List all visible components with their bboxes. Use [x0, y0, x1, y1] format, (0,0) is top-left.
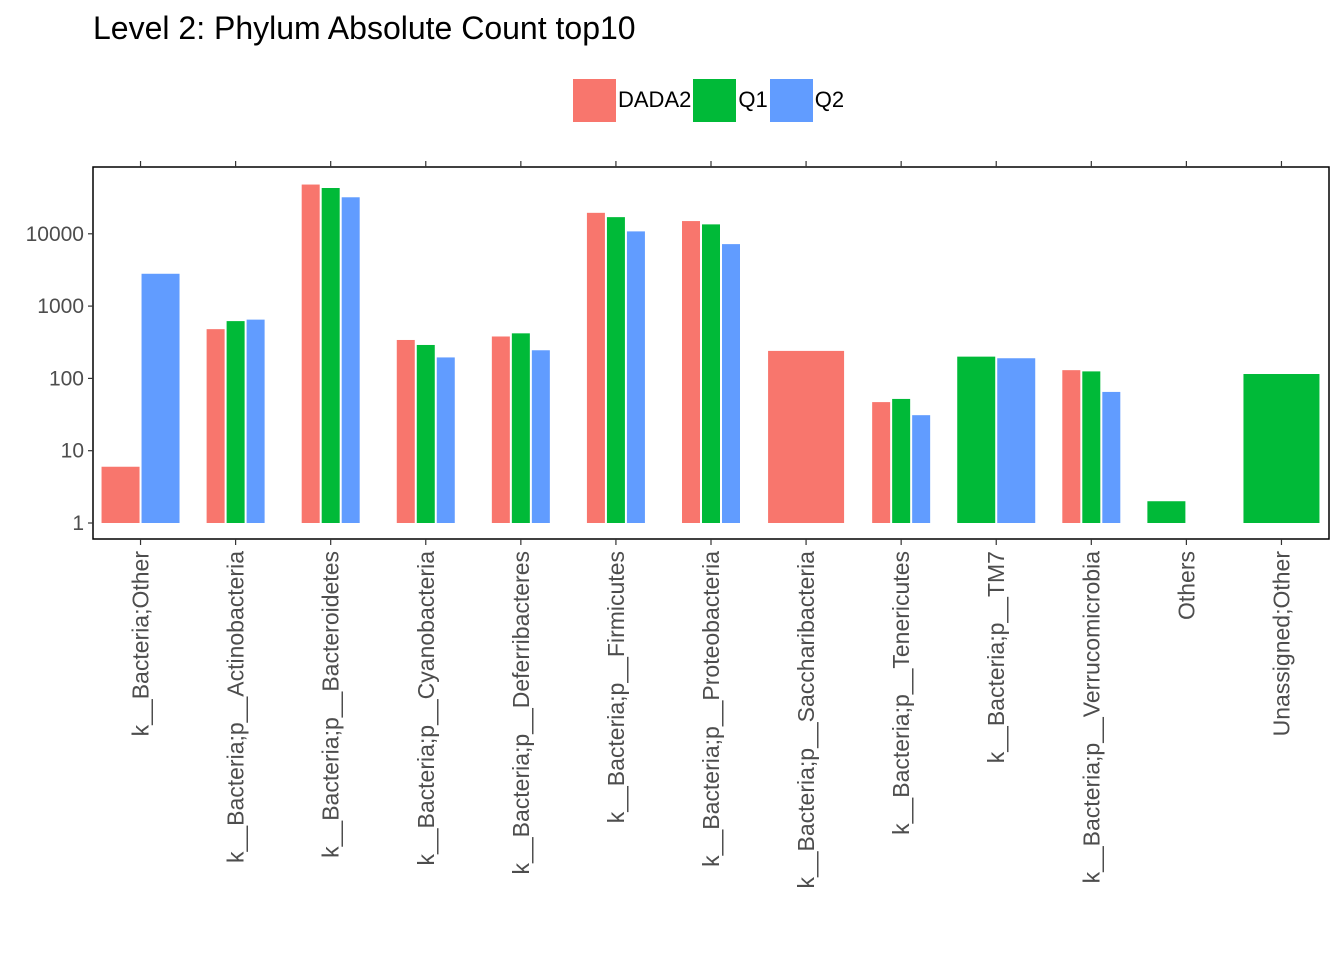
legend-key-q2	[769, 78, 813, 122]
bar-q1-1	[226, 321, 245, 523]
bar-q1-11	[1147, 501, 1186, 523]
legend-label-q1: Q1	[738, 87, 768, 112]
x-tick-label: Others	[1173, 551, 1199, 620]
y-tick-label: 1000	[37, 295, 84, 318]
x-tick-label: k__Bacteria;p__Tenericutes	[888, 551, 914, 835]
bar-dada2-5	[586, 212, 605, 523]
bar-dada2-10	[1062, 370, 1081, 523]
y-tick-label: 100	[49, 367, 84, 390]
bar-q1-6	[702, 224, 720, 523]
bar-q1-10	[1082, 371, 1101, 523]
bar-q1-3	[416, 344, 435, 523]
x-tick-label: k__Bacteria;p__Saccharibacteria	[793, 551, 819, 889]
legend-label-q2: Q2	[814, 87, 845, 112]
legend-label-dada2: DADA2	[618, 87, 692, 112]
bar-q2-10	[1102, 391, 1121, 523]
legend-item-q2: Q2	[769, 78, 845, 122]
legend-key-q1	[693, 78, 737, 122]
bar-dada2-4	[491, 336, 510, 523]
x-tick-label: k__Bacteria;p__Cyanobacteria	[413, 551, 439, 866]
legend-key-dada2	[573, 78, 616, 122]
x-tick-label: k__Bacteria;p__TM7	[983, 551, 1009, 763]
bar-q1-2	[321, 188, 340, 523]
legend-item-dada2: DADA2	[573, 78, 692, 122]
bar-dada2-7	[768, 350, 845, 523]
bar-q2-3	[436, 357, 455, 523]
bar-q2-2	[341, 197, 360, 523]
bar-dada2-0	[101, 466, 140, 523]
y-tick-label: 1	[72, 512, 84, 535]
bar-q2-1	[246, 319, 265, 523]
bar-q1-4	[511, 333, 530, 523]
bar-q1-9	[957, 356, 996, 523]
x-tick-label: k__Bacteria;Other	[128, 551, 154, 737]
x-tick-label: Unassigned;Other	[1268, 551, 1294, 737]
bar-dada2-6	[682, 221, 700, 523]
x-tick-label: k__Bacteria;p__Actinobacteria	[223, 551, 249, 863]
y-tick-label: 10	[61, 440, 84, 463]
bar-q2-4	[531, 350, 550, 523]
bar-q2-9	[997, 358, 1036, 523]
bar-q2-5	[626, 231, 645, 523]
y-tick-label: 10000	[26, 223, 84, 246]
bar-q1-8	[892, 398, 911, 523]
x-tick-label: k__Bacteria;p__Verrucomicrobia	[1078, 551, 1104, 884]
bar-q2-0	[141, 273, 180, 523]
bar-q1-5	[606, 217, 625, 523]
bar-dada2-2	[301, 184, 320, 523]
legend: DADA2 Q1 Q2	[573, 78, 846, 122]
x-tick-label: k__Bacteria;p__Firmicutes	[603, 551, 629, 823]
bar-q2-8	[912, 415, 931, 523]
bar-q2-6	[722, 244, 740, 523]
x-tick-label: k__Bacteria;p__Bacteroidetes	[318, 551, 344, 858]
x-tick-label: k__Bacteria;p__Deferribacteres	[508, 551, 534, 874]
bar-dada2-1	[206, 329, 225, 523]
legend-item-q1: Q1	[693, 78, 768, 122]
x-tick-label: k__Bacteria;p__Proteobacteria	[698, 551, 724, 867]
bar-q1-12	[1243, 374, 1320, 523]
bar-dada2-8	[872, 402, 891, 523]
bar-dada2-3	[396, 339, 415, 523]
chart-title: Level 2: Phylum Absolute Count top10	[93, 10, 636, 46]
